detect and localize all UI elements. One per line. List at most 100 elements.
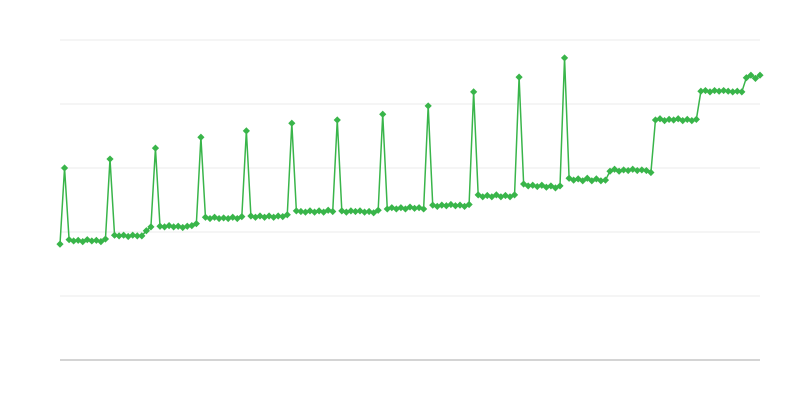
data-markers xyxy=(56,54,764,248)
data-point xyxy=(729,88,737,96)
data-point xyxy=(533,182,541,191)
data-point xyxy=(101,235,110,243)
data-point xyxy=(197,133,205,141)
data-point xyxy=(265,212,273,220)
data-point xyxy=(651,116,660,124)
data-point xyxy=(660,117,669,125)
data-point xyxy=(310,208,319,216)
gridlines xyxy=(60,39,760,297)
data-point xyxy=(347,207,355,215)
data-point xyxy=(597,177,605,185)
data-point xyxy=(420,205,428,213)
data-point xyxy=(183,222,191,230)
data-point xyxy=(106,155,114,163)
data-point xyxy=(138,232,146,240)
data-point xyxy=(251,213,260,221)
data-point xyxy=(70,237,78,245)
data-point xyxy=(710,86,719,95)
data-point xyxy=(451,202,460,210)
data-point xyxy=(424,102,432,110)
data-point xyxy=(297,207,305,216)
data-point xyxy=(379,110,387,118)
data-point xyxy=(601,176,610,184)
data-point xyxy=(697,87,705,95)
data-point xyxy=(129,231,137,239)
data-point xyxy=(633,166,641,175)
data-point xyxy=(665,115,673,123)
data-point xyxy=(351,207,360,216)
data-point xyxy=(374,206,382,214)
data-point xyxy=(370,209,378,217)
data-point xyxy=(360,208,369,216)
data-point xyxy=(583,174,591,182)
data-point xyxy=(656,115,664,123)
data-point xyxy=(151,144,160,152)
data-point xyxy=(274,212,282,220)
data-point xyxy=(738,88,746,96)
data-point xyxy=(238,213,246,221)
data-point xyxy=(647,168,655,177)
data-point xyxy=(620,166,628,174)
data-point xyxy=(279,213,287,221)
data-point xyxy=(170,223,178,231)
data-point xyxy=(397,204,405,212)
data-point xyxy=(497,193,505,201)
data-point xyxy=(733,87,741,95)
data-point xyxy=(415,204,423,212)
data-point xyxy=(365,207,373,216)
data-point xyxy=(692,115,700,123)
data-point xyxy=(720,86,728,95)
data-point xyxy=(470,88,478,96)
data-point xyxy=(438,201,446,209)
data-point xyxy=(524,182,532,190)
data-point xyxy=(329,207,337,216)
data-point xyxy=(756,71,764,79)
data-point xyxy=(560,54,569,62)
data-point xyxy=(260,213,269,221)
data-point xyxy=(242,127,250,135)
data-point xyxy=(679,117,687,125)
data-point xyxy=(88,237,96,245)
data-point xyxy=(320,208,328,216)
series-line xyxy=(59,57,761,245)
data-point xyxy=(429,201,437,209)
data-point xyxy=(220,214,228,222)
data-point xyxy=(283,211,291,219)
data-point xyxy=(747,71,755,79)
data-point xyxy=(383,205,391,213)
data-point xyxy=(315,207,323,215)
data-point xyxy=(479,193,487,201)
data-point xyxy=(683,115,691,123)
data-point xyxy=(751,74,760,82)
data-point xyxy=(333,116,341,124)
data-point xyxy=(410,204,419,212)
data-point xyxy=(292,207,300,215)
data-point xyxy=(551,184,560,192)
data-point xyxy=(192,220,200,228)
data-point xyxy=(156,222,164,230)
data-point xyxy=(215,214,223,223)
data-point xyxy=(60,164,69,172)
data-point xyxy=(483,191,491,200)
data-point xyxy=(270,213,278,221)
data-point xyxy=(447,200,455,209)
data-point xyxy=(638,166,646,174)
data-point xyxy=(670,116,678,124)
data-point xyxy=(565,174,573,182)
data-point xyxy=(110,231,119,239)
data-point xyxy=(701,86,710,95)
data-point xyxy=(510,191,519,199)
data-point xyxy=(56,240,64,248)
data-point xyxy=(556,182,564,190)
data-point xyxy=(570,176,578,184)
data-point xyxy=(115,232,123,240)
data-point xyxy=(724,87,732,95)
data-point xyxy=(520,180,528,188)
data-point xyxy=(147,223,155,231)
data-point xyxy=(288,119,296,127)
data-point xyxy=(142,227,150,235)
data-point xyxy=(133,232,141,240)
data-point xyxy=(674,115,682,123)
data-point xyxy=(515,73,523,81)
